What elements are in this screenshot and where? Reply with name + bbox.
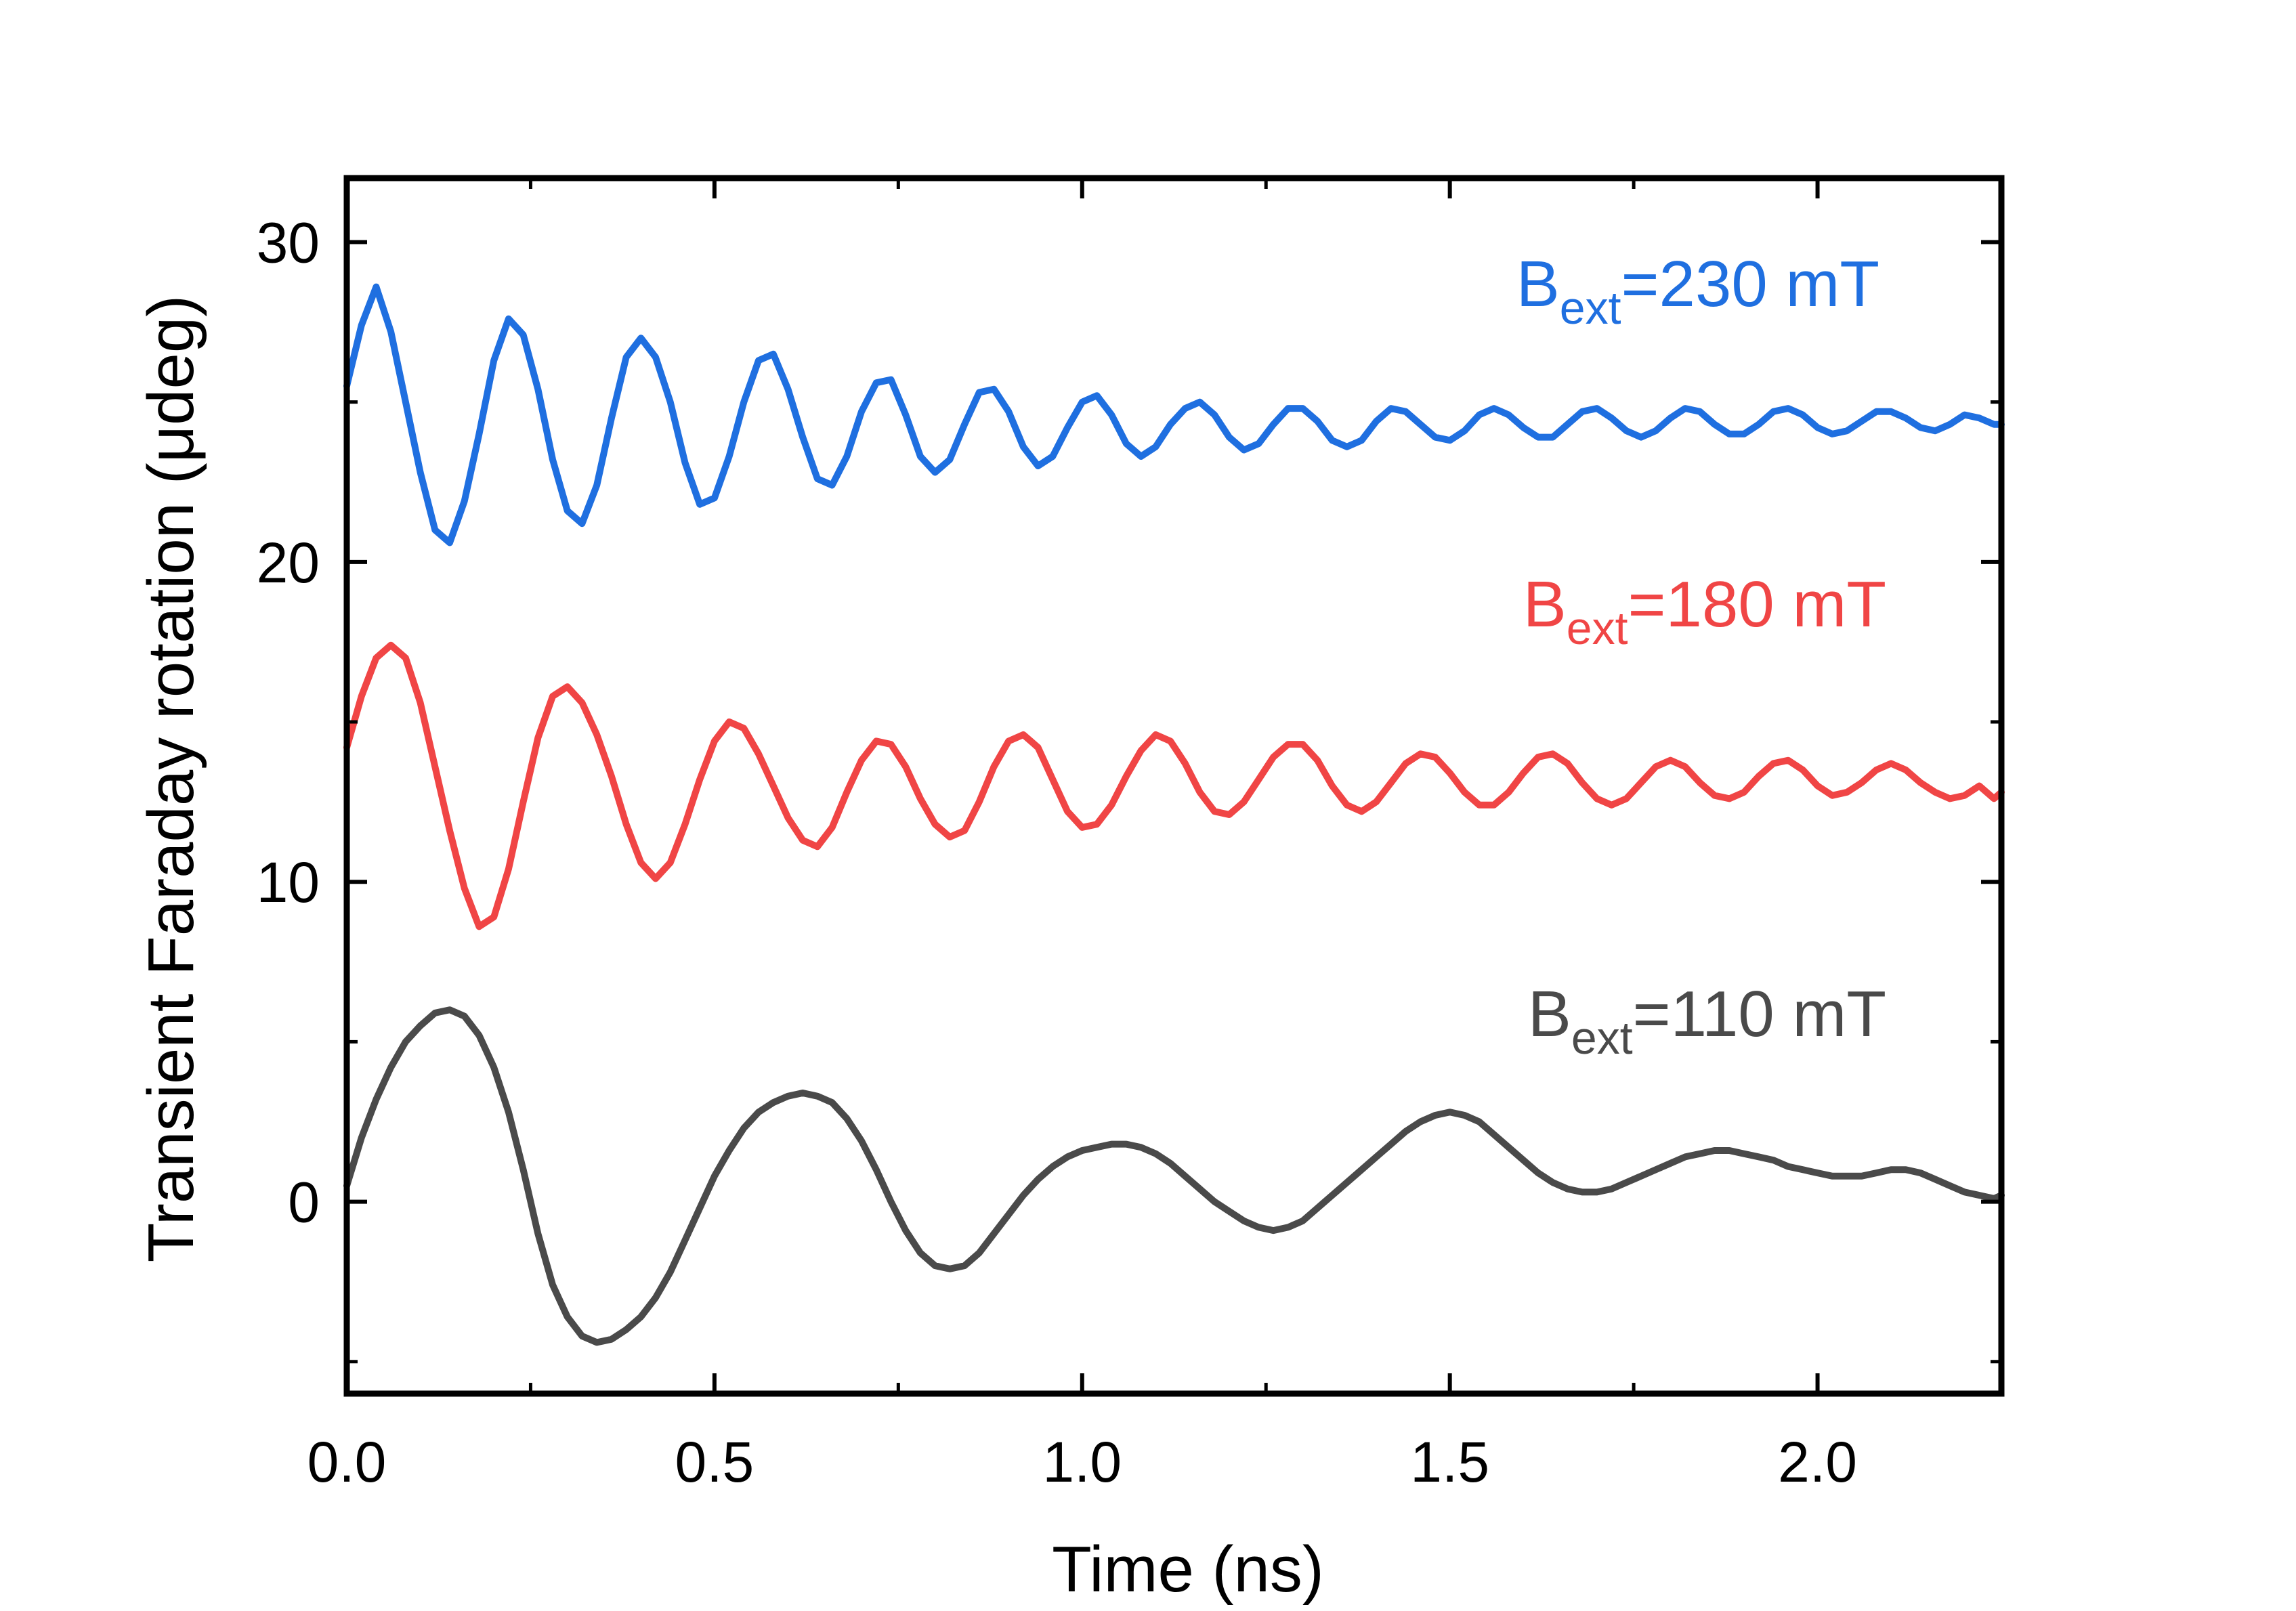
y-axis-title: Transient Faraday rotation (μdeg) bbox=[135, 295, 207, 1262]
series-lines bbox=[343, 283, 2005, 1346]
series-label-180: Bext=180 mT bbox=[1523, 568, 1886, 654]
x-tick-label: 1.5 bbox=[1410, 1430, 1489, 1494]
y-tick-label: 20 bbox=[257, 531, 320, 595]
y-tick-label: 10 bbox=[257, 851, 320, 914]
y-tick-label: 0 bbox=[288, 1171, 320, 1234]
x-tick-label: 1.0 bbox=[1042, 1430, 1122, 1494]
series-line-1 bbox=[343, 283, 2005, 546]
x-tick-label: 2.0 bbox=[1778, 1430, 1857, 1494]
series-line-2 bbox=[343, 641, 2005, 930]
x-tick-label: 0.5 bbox=[675, 1430, 754, 1494]
series-label-110: Bext=110 mT bbox=[1528, 978, 1886, 1064]
series-label-230: Bext=230 mT bbox=[1516, 248, 1879, 334]
x-axis-title: Time (ns) bbox=[1052, 1533, 1324, 1606]
series-line-3 bbox=[343, 1006, 2005, 1346]
x-tick-label: 0.0 bbox=[307, 1430, 387, 1494]
y-tick-label: 30 bbox=[257, 211, 320, 274]
axis-ticks: 0.0 0.5 1.0 1.5 2.0 0 10 20 30 bbox=[257, 178, 2003, 1494]
plot-frame bbox=[343, 175, 2005, 1397]
